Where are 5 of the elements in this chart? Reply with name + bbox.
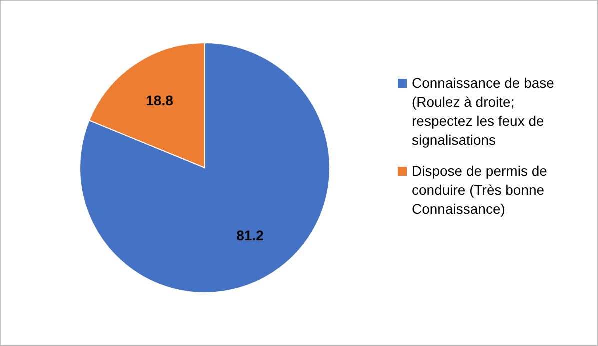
legend-label: Connaissance de base (Roulez à droite; respectez les feux de signalisations	[412, 75, 555, 148]
legend-label: Dispose de permis de conduire (Très bonne Connaissance)	[412, 163, 548, 217]
data-label: 81.2	[236, 227, 264, 244]
data-label: 18.8	[146, 92, 174, 108]
pie-slice	[80, 42, 330, 294]
